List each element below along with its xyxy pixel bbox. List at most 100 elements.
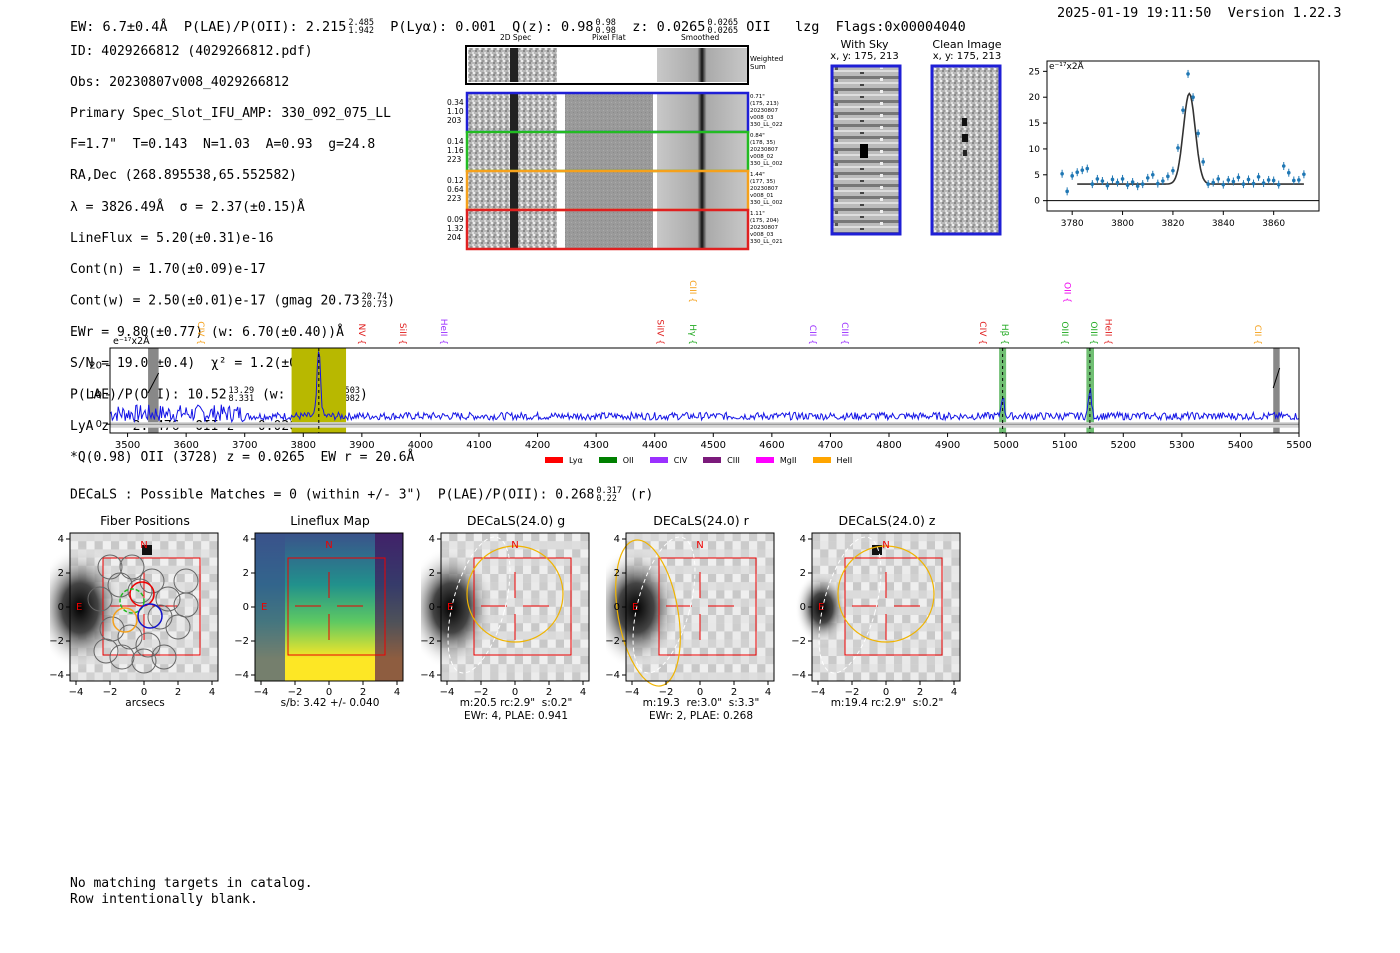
row-left-value: 0.09: [447, 215, 464, 224]
row-right-value: (175, 204): [750, 218, 779, 224]
row-right-value: 1.11": [750, 211, 765, 217]
decals-xtick: −4: [625, 687, 640, 698]
legend-item: CIII: [703, 456, 740, 465]
decals-panel-sub1: m:19.4 rc:2.9" s:0.2": [830, 697, 944, 709]
q-value: Q(z): 0.98: [512, 19, 594, 35]
legend-swatch: [649, 457, 668, 463]
row-left-value: 203: [447, 116, 462, 125]
emission-line-label: CIV {: [977, 321, 987, 345]
decals-xtick: 4: [580, 687, 586, 698]
zoom-data-point: [1186, 72, 1190, 76]
emission-line-label: OII {: [1062, 282, 1072, 303]
zoom-data-point: [1206, 182, 1210, 186]
decals-xtick: 4: [765, 687, 771, 698]
info-fwhm: F=1.7" T=0.143 N=1.03 A=0.93 g=24.8: [70, 137, 376, 153]
footer-notes: No matching targets in catalog. Row inte…: [70, 876, 313, 907]
zoom-data-point: [1236, 175, 1241, 180]
zoom-data-point: [1100, 179, 1105, 183]
decals-panel-title: Fiber Positions: [100, 513, 190, 528]
zoom-data-point: [1150, 172, 1155, 177]
row-right-value: v008_03: [750, 232, 774, 238]
legend-item: MgII: [755, 456, 797, 465]
spec-xtick: 3900: [349, 440, 374, 451]
decals-ytick: 4: [58, 534, 64, 545]
zoom-data-point: [1231, 179, 1236, 184]
with-sky-image: [830, 64, 902, 236]
q-lo: 0.98: [595, 26, 616, 36]
legend-item: CIV: [649, 455, 688, 465]
zoom-unit: e⁻¹⁷x2Å: [1049, 62, 1084, 72]
with-sky-cutout: With Sky x, y: 175, 213: [822, 38, 907, 62]
decals-panel-image: N E −4 −4 −2 −2 0 0 2 2 4 4: [50, 532, 219, 698]
zoom-data-point: [1125, 183, 1130, 187]
legend-label: CIV: [673, 455, 688, 465]
masked-region: [148, 348, 159, 433]
decals-hi: 0.317: [596, 486, 622, 496]
decals-xtick: 0: [326, 687, 332, 698]
legend-item: HeII: [812, 456, 852, 465]
row-right-value: 330_LL_021: [750, 239, 783, 245]
decals-summary: DECaLS : Possible Matches = 0 (within +/…: [70, 486, 654, 504]
spec-xtick: 4500: [701, 440, 726, 451]
spec-xtick: 5400: [1228, 440, 1253, 451]
decals-ytick: 2: [429, 568, 435, 579]
spec-xtick: 3800: [291, 440, 316, 451]
decals-panel-sub1: m:19.3 re:3.0" s:3.3": [642, 697, 760, 709]
plae-hi: 2.485: [348, 18, 374, 28]
header-right: 2025-01-19 19:11:50 Version 1.22.3: [1057, 5, 1342, 21]
spec-xtick: 3600: [173, 440, 198, 451]
zoom-data-point: [1276, 182, 1281, 187]
flags-value: Flags:0x00004040: [835, 19, 966, 35]
zoom-ytick: 0: [1034, 197, 1040, 207]
spec2d-row-right: 0.84" (178, 35) 20230807 v008_02 330_LL_002: [750, 133, 783, 168]
decals-xtick: 0: [512, 687, 518, 698]
row-left-value: 0.34: [447, 98, 464, 107]
with-sky-title: With Sky: [840, 38, 889, 51]
spec2d-rows: [465, 91, 750, 251]
decals-xtick: −2: [103, 687, 118, 698]
info-obs: Obs: 20230807v008_4029266812: [70, 74, 290, 90]
clean-cutout: Clean Image x, y: 175, 213: [922, 38, 1012, 62]
zoom-ytick: 25: [1029, 67, 1040, 77]
zoom-data-point: [1110, 177, 1115, 182]
info-id: ID: 4029266812 (4029266812.pdf): [70, 43, 313, 59]
decals-ytick: 4: [243, 534, 249, 545]
legend-swatch: [755, 457, 774, 463]
full-spectrum-plot: 3500 3600 3700 3800 3900 4000 4100 4200 4300 4400…: [89, 280, 1311, 451]
row-left-value: 0.64: [447, 185, 464, 194]
line-id: OII: [746, 19, 771, 35]
zoom-ytick: 5: [1034, 171, 1040, 181]
decals-ytick: 0: [243, 602, 249, 613]
zoom-data-point: [1302, 172, 1306, 177]
zoom-data-point: [1201, 160, 1205, 164]
row-right-value: 20230807: [750, 186, 778, 192]
zoom-xtick: 3780: [1061, 219, 1084, 229]
spec2d-svg: [465, 45, 750, 251]
spec-ytick: 10: [89, 390, 102, 401]
info-contn: Cont(n) = 1.70(±0.09)e-17: [70, 261, 266, 277]
row-left-value: 1.16: [447, 146, 464, 155]
zoom-data-point: [1286, 170, 1291, 175]
spec2d-row-box: [465, 208, 750, 251]
header-summary: EW: 6.7±0.4Å P(LAE)/P(OII): 2.215 2.485 1.…: [70, 3, 966, 36]
decals-ytick: 2: [243, 568, 249, 579]
decals-ytick: 2: [58, 568, 64, 579]
plae-lo: 1.942: [348, 26, 374, 36]
east-label: E: [818, 602, 824, 613]
legend-swatch: [703, 457, 722, 463]
row-left-value: 1.10: [447, 107, 464, 116]
row-right-value: 330_LL_002: [750, 161, 783, 167]
zoom-data-point: [1115, 180, 1120, 185]
decals-xtick: 4: [394, 687, 400, 698]
zoom-data-point: [1261, 181, 1266, 185]
decals-xtick: 2: [917, 687, 923, 698]
spec-xtick: 5200: [1111, 440, 1136, 451]
spec-xtick: 5500: [1286, 440, 1311, 451]
decals-xtick: 2: [731, 687, 737, 698]
spec-xtick: 4100: [466, 440, 491, 451]
east-label: E: [632, 602, 638, 613]
decals-xtick: −4: [254, 687, 269, 698]
decals-xtick: −2: [288, 687, 303, 698]
zoom-data-point: [1297, 178, 1301, 182]
spec-xtick: 4400: [642, 440, 667, 451]
